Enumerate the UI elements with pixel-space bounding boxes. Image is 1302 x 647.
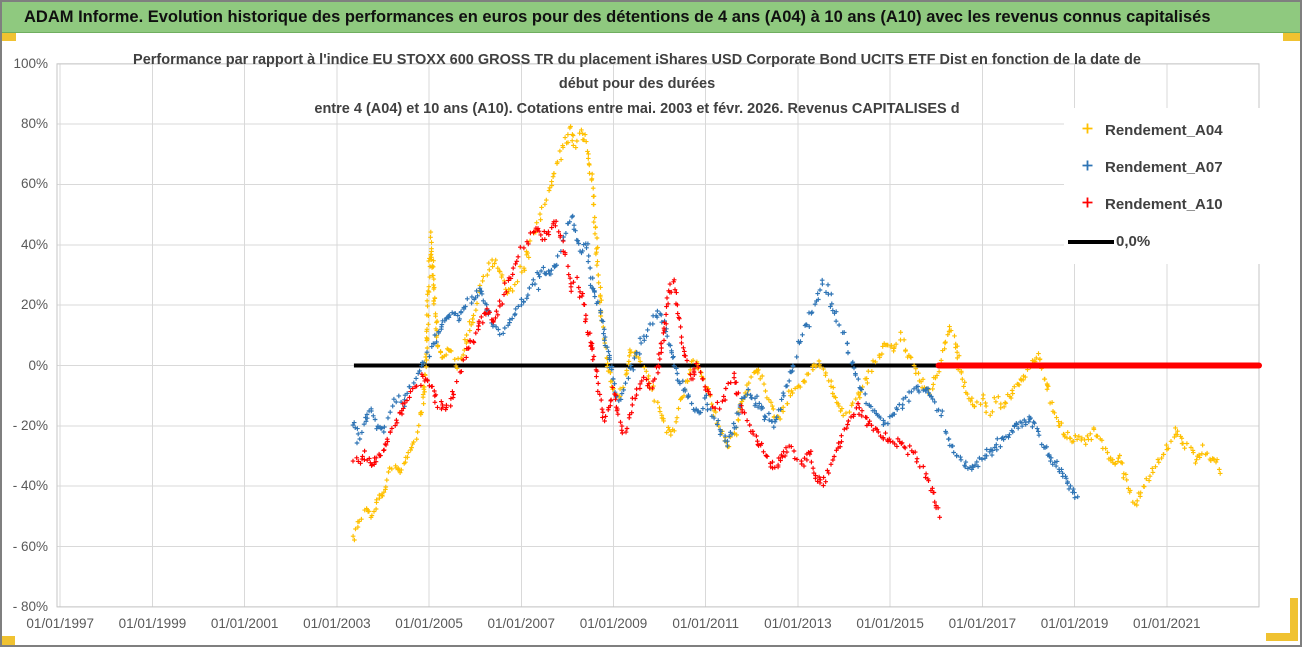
- selection-corner-accent-bottom-right-v: [1290, 598, 1298, 641]
- series-Rendement_A10: [350, 219, 942, 520]
- y-axis-tick-label: 80%: [20, 116, 48, 132]
- legend-item-zero-line[interactable]: 0,0%: [1064, 223, 1298, 260]
- x-axis-tick-label: 01/01/2009: [579, 616, 648, 631]
- series-Rendement_A04: [350, 124, 1223, 543]
- legend-label-a04: Rendement_A04: [1105, 122, 1223, 139]
- x-axis-tick-label: 01/01/2017: [948, 616, 1017, 631]
- y-axis-tick-label: 20%: [20, 297, 48, 313]
- legend-item-rendement-a10[interactable]: Rendement_A10: [1064, 186, 1298, 223]
- x-axis-tick-label: 01/01/1999: [118, 616, 187, 631]
- y-axis-tick-label: - 20%: [12, 417, 48, 433]
- x-axis-tick-label: 01/01/2001: [210, 616, 279, 631]
- a04-plus-marker-icon: [1080, 121, 1095, 141]
- a10-plus-marker-icon: [1080, 195, 1095, 215]
- zero-line-sample-icon: [1068, 239, 1114, 244]
- chart-title-line-3: entre 4 (A04) et 10 ans (A10). Cotations…: [314, 101, 960, 117]
- selection-corner-accent-top-right: [1283, 33, 1300, 41]
- chart-header-band: ADAM Informe. Evolution historique des p…: [2, 2, 1300, 33]
- y-axis-tick-label: 100%: [13, 55, 48, 71]
- y-axis-tick-label: 60%: [20, 176, 48, 192]
- x-axis-tick-label: 01/01/2007: [487, 616, 556, 631]
- y-axis-tick-label: 0%: [28, 357, 48, 373]
- x-axis-tick-label: 01/01/2015: [856, 616, 924, 631]
- y-axis-tick-label: - 80%: [12, 598, 48, 614]
- y-axis-tick-label: - 40%: [12, 478, 48, 494]
- x-axis-tick-label: 01/01/2013: [764, 616, 832, 631]
- chart-legend: Rendement_A04 Rendement_A07 Rendement_A1…: [1064, 108, 1298, 264]
- x-axis-tick-label: 01/01/2005: [395, 616, 463, 631]
- legend-label-zero: 0,0%: [1116, 233, 1151, 250]
- selection-corner-accent-top-left: [2, 33, 16, 41]
- a07-plus-marker-icon: [1080, 158, 1095, 178]
- y-axis-tick-label: 40%: [20, 236, 48, 252]
- selection-corner-accent-bottom-left: [2, 636, 15, 645]
- x-axis-tick-label: 01/01/2003: [303, 616, 371, 631]
- x-axis-tick-label: 01/01/2021: [1132, 616, 1201, 631]
- chart-title-line-1: Performance par rapport à l'indice EU ST…: [133, 52, 1141, 68]
- legend-label-a07: Rendement_A07: [1105, 159, 1223, 176]
- legend-item-rendement-a04[interactable]: Rendement_A04: [1064, 112, 1298, 149]
- x-axis-tick-label: 01/01/1997: [26, 616, 94, 631]
- chart-title-line-2: début pour des durées: [558, 76, 716, 92]
- x-axis-tick-label: 01/01/2019: [1040, 616, 1109, 631]
- y-axis-tick-label: - 60%: [12, 538, 48, 554]
- chart-header-title: ADAM Informe. Evolution historique des p…: [24, 8, 1211, 26]
- plot-border: [56, 63, 1260, 608]
- series-Rendement_A07: [350, 213, 1080, 500]
- legend-item-rendement-a07[interactable]: Rendement_A07: [1064, 149, 1298, 186]
- legend-label-a10: Rendement_A10: [1105, 196, 1223, 213]
- x-axis-tick-label: 01/01/2011: [672, 616, 739, 631]
- selection-corner-accent-bottom-right-h: [1266, 633, 1298, 641]
